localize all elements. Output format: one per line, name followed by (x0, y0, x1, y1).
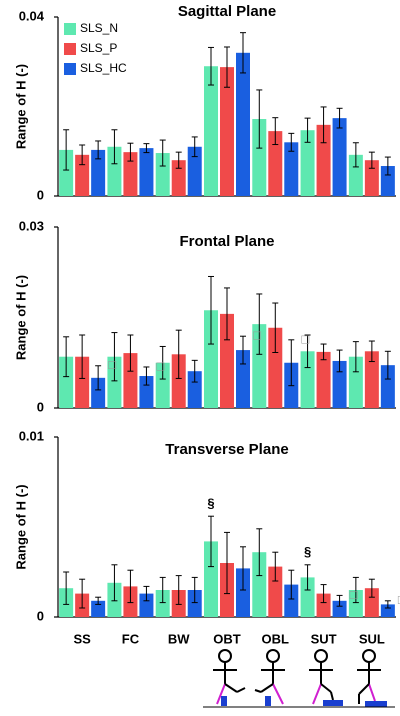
x-tick-label: SUL (359, 631, 385, 646)
bar (187, 590, 202, 617)
annotation: § (207, 496, 214, 511)
bar (364, 160, 379, 196)
y-tick-label: 0 (37, 399, 44, 414)
x-tick-label: SS (73, 631, 91, 646)
bar (220, 313, 234, 408)
bar (171, 160, 186, 196)
bar (75, 154, 90, 196)
bar (187, 146, 202, 196)
bar (316, 124, 331, 196)
bar (155, 590, 170, 617)
annotation-box: □ (398, 592, 400, 607)
bar (348, 154, 363, 196)
bar (155, 153, 170, 196)
y-tick-label: 0 (37, 187, 44, 202)
icon-obt (203, 649, 251, 708)
legend-label: SLS_P (80, 41, 117, 55)
bar (252, 324, 267, 408)
bar (59, 149, 74, 196)
annotation-box: □ (350, 587, 358, 602)
bar (268, 566, 283, 617)
bar (252, 552, 267, 617)
icon-obl (251, 649, 299, 708)
bar (204, 310, 218, 408)
x-tick-label: FC (122, 631, 140, 646)
annotation-box: □ (108, 357, 116, 372)
bar (236, 350, 250, 408)
bar (380, 365, 395, 408)
y-tick-label: 0.03 (19, 218, 44, 233)
legend-label: SLS_N (80, 21, 118, 35)
bar (332, 600, 347, 617)
bar (123, 152, 138, 196)
bar (332, 118, 347, 196)
bar (252, 119, 267, 196)
bar (236, 568, 250, 617)
bar (75, 356, 90, 408)
x-tick-label: BW (168, 631, 190, 646)
legend-swatch (64, 23, 76, 35)
x-tick-label: OBL (262, 631, 290, 646)
annotation-box: □ (301, 331, 309, 346)
bar (91, 377, 106, 408)
bar (380, 604, 395, 617)
bar (59, 356, 74, 408)
bar (155, 362, 170, 408)
y-tick-label: 0.01 (19, 428, 44, 443)
bar (268, 327, 283, 408)
legend-swatch (64, 63, 76, 75)
x-tick-label: SUT (311, 631, 337, 646)
bar (139, 376, 154, 408)
bar (139, 593, 154, 617)
bar (332, 360, 347, 408)
annotation-box: □ (156, 358, 164, 373)
bar (284, 142, 299, 196)
bar (204, 541, 218, 617)
x-tick-label: OBT (213, 631, 241, 646)
bar (107, 146, 122, 196)
exercise-icons (203, 649, 395, 708)
bar (139, 148, 154, 196)
y-axis-label: Range of H (-) (13, 275, 28, 360)
y-tick-label: 0 (37, 608, 44, 623)
bar (300, 351, 315, 408)
bar (91, 149, 106, 196)
annotation: § (304, 544, 311, 559)
bar (107, 356, 122, 408)
bar (380, 166, 395, 196)
bar (268, 131, 283, 196)
bar (348, 356, 363, 408)
chart-title: Frontal Plane (179, 233, 274, 250)
bar (236, 52, 250, 196)
bar (91, 600, 106, 617)
bar (187, 371, 202, 408)
y-tick-label: 0.04 (19, 8, 45, 23)
bar (284, 584, 299, 617)
bar (300, 130, 315, 196)
icon-sut (299, 649, 347, 708)
bar (300, 577, 315, 617)
annotation-box: □ (253, 328, 261, 343)
chart-title: Transverse Plane (165, 441, 288, 458)
bar (316, 351, 331, 408)
y-axis-label: Range of H (-) (13, 64, 28, 149)
legend-swatch (64, 43, 76, 55)
bar (348, 590, 363, 617)
bar (123, 353, 138, 408)
bar (171, 354, 186, 408)
bar (364, 588, 379, 617)
bar (204, 66, 218, 196)
chart-title: Sagittal Plane (178, 3, 276, 20)
bar (316, 593, 331, 617)
legend-label: SLS_HC (80, 61, 127, 75)
bar (220, 67, 234, 197)
icon-sul (347, 649, 395, 708)
bar (364, 351, 379, 408)
y-axis-label: Range of H (-) (13, 484, 28, 569)
